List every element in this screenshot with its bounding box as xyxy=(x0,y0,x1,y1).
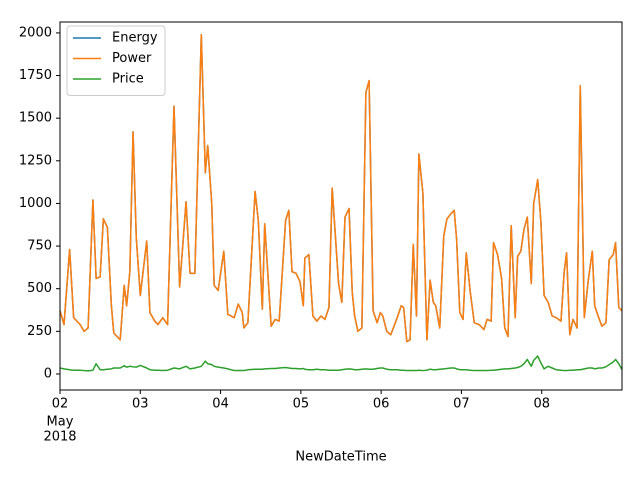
y-tick-label: 1500 xyxy=(19,111,52,126)
x-tick-label: 03 xyxy=(132,397,149,412)
x-tick-label: 05 xyxy=(293,397,310,412)
y-tick-label: 1000 xyxy=(19,196,52,211)
x-tick-label: 07 xyxy=(453,397,470,412)
x-month-label: May xyxy=(47,415,74,430)
x-axis-label: NewDateTime xyxy=(295,450,386,465)
y-tick-label: 250 xyxy=(27,324,52,339)
y-tick-label: 2000 xyxy=(19,25,52,40)
x-tick-label: 04 xyxy=(212,397,229,412)
x-tick-label: 06 xyxy=(373,397,390,412)
y-tick-label: 0 xyxy=(44,366,52,381)
legend-label: Energy xyxy=(112,31,158,46)
y-tick-label: 1750 xyxy=(19,68,52,83)
y-tick-label: 750 xyxy=(27,239,52,254)
y-tick-label: 500 xyxy=(27,281,52,296)
plot-frame xyxy=(59,21,623,391)
legend-label: Power xyxy=(112,51,152,66)
x-tick-label: 02 xyxy=(52,397,69,412)
line-series xyxy=(59,355,623,372)
x-year-label: 2018 xyxy=(43,430,76,445)
legend-box xyxy=(66,25,166,96)
line-series xyxy=(59,33,623,343)
y-tick-label: 1250 xyxy=(19,153,52,168)
x-tick-label: 08 xyxy=(533,397,550,412)
legend-label: Price xyxy=(112,72,144,87)
